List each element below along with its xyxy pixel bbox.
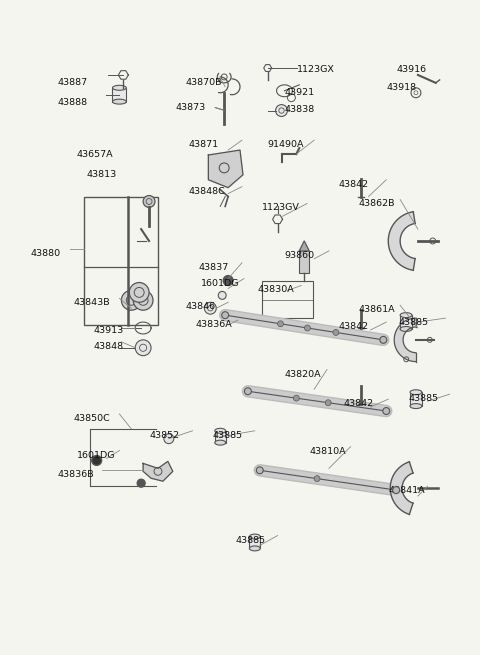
- Circle shape: [121, 290, 141, 310]
- Text: 43813: 43813: [87, 170, 117, 179]
- Text: 43820A: 43820A: [285, 369, 321, 379]
- Bar: [112, 88, 126, 102]
- Ellipse shape: [250, 546, 260, 551]
- Text: 1601DG: 1601DG: [77, 451, 115, 460]
- Text: 43888: 43888: [57, 98, 87, 107]
- Text: 43918: 43918: [386, 83, 417, 92]
- Text: 43852: 43852: [149, 431, 179, 440]
- Circle shape: [383, 407, 390, 415]
- Ellipse shape: [400, 312, 412, 318]
- Text: 43850C: 43850C: [74, 414, 111, 423]
- Ellipse shape: [250, 534, 260, 539]
- Circle shape: [333, 329, 339, 335]
- Circle shape: [164, 434, 174, 443]
- Text: 43836B: 43836B: [57, 470, 94, 479]
- Ellipse shape: [112, 85, 126, 90]
- Text: 43836A: 43836A: [195, 320, 232, 329]
- Text: 91490A: 91490A: [268, 140, 304, 149]
- Text: 43848C: 43848C: [189, 187, 225, 196]
- Text: 93860: 93860: [285, 251, 314, 260]
- Polygon shape: [394, 318, 416, 362]
- Text: 43861A: 43861A: [359, 305, 395, 314]
- Text: 43842: 43842: [339, 179, 369, 189]
- Circle shape: [380, 337, 387, 343]
- Circle shape: [304, 325, 311, 331]
- Circle shape: [256, 467, 263, 474]
- Text: 43830A: 43830A: [258, 286, 295, 295]
- Circle shape: [276, 105, 288, 117]
- Circle shape: [143, 196, 155, 208]
- Ellipse shape: [112, 99, 126, 104]
- Circle shape: [135, 340, 151, 356]
- Ellipse shape: [215, 428, 226, 433]
- Circle shape: [277, 321, 284, 327]
- Text: 43885: 43885: [212, 431, 242, 440]
- Bar: [215, 431, 226, 443]
- Circle shape: [314, 476, 320, 481]
- Text: 43837: 43837: [199, 263, 229, 272]
- Circle shape: [223, 276, 233, 286]
- Ellipse shape: [215, 440, 226, 445]
- Text: 43916: 43916: [396, 65, 426, 74]
- Polygon shape: [390, 462, 413, 514]
- Polygon shape: [388, 212, 415, 271]
- Circle shape: [129, 282, 149, 303]
- Text: 43873: 43873: [176, 103, 206, 111]
- Text: 43657A: 43657A: [77, 150, 114, 159]
- Ellipse shape: [400, 326, 412, 331]
- Circle shape: [133, 290, 153, 310]
- Text: 43846: 43846: [186, 303, 216, 311]
- Bar: [400, 315, 412, 329]
- Text: 43885: 43885: [408, 394, 438, 403]
- Circle shape: [92, 455, 102, 466]
- Text: 43880: 43880: [30, 249, 60, 258]
- Text: 43842: 43842: [339, 322, 369, 331]
- Circle shape: [293, 395, 300, 401]
- Text: 43843B: 43843B: [74, 298, 110, 307]
- Text: 43848: 43848: [94, 342, 124, 351]
- Circle shape: [218, 291, 226, 299]
- Text: 43921: 43921: [285, 88, 314, 97]
- Text: 1123GV: 1123GV: [262, 204, 300, 212]
- Polygon shape: [208, 150, 243, 187]
- Bar: [262, 280, 313, 318]
- Text: 43870B: 43870B: [186, 78, 222, 87]
- Text: 43838: 43838: [285, 105, 315, 113]
- Circle shape: [325, 400, 331, 405]
- Bar: [250, 536, 260, 548]
- Text: 43842: 43842: [344, 399, 374, 408]
- Circle shape: [137, 479, 145, 487]
- Polygon shape: [300, 241, 309, 251]
- Circle shape: [393, 487, 400, 494]
- Text: 1123GX: 1123GX: [297, 65, 335, 74]
- Polygon shape: [143, 461, 173, 481]
- Text: 43887: 43887: [57, 78, 87, 87]
- Circle shape: [204, 303, 216, 314]
- Bar: [300, 251, 309, 272]
- Ellipse shape: [410, 390, 422, 395]
- Circle shape: [222, 312, 228, 318]
- Text: 43885: 43885: [398, 318, 428, 327]
- Bar: [410, 392, 422, 406]
- Ellipse shape: [410, 403, 422, 409]
- Text: 43841A: 43841A: [388, 486, 425, 495]
- Text: 43885: 43885: [235, 536, 265, 544]
- Text: 43862B: 43862B: [359, 200, 395, 208]
- Bar: [84, 196, 158, 325]
- Circle shape: [244, 388, 252, 395]
- Text: 43871: 43871: [189, 140, 219, 149]
- Text: 43913: 43913: [94, 326, 124, 335]
- Text: 1601DG: 1601DG: [201, 278, 239, 288]
- Text: 43810A: 43810A: [309, 447, 346, 456]
